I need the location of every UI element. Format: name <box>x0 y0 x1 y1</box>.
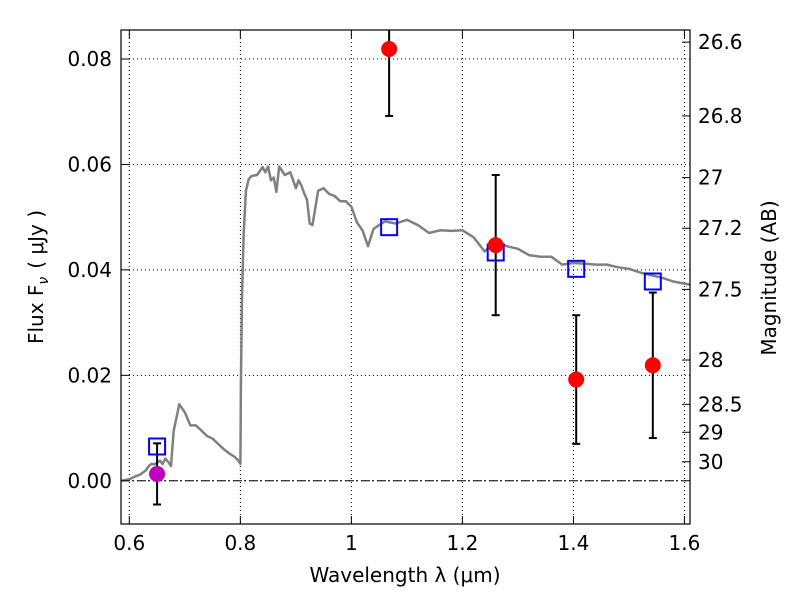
ticks <box>121 30 690 524</box>
x-axis-label: Wavelength λ (μm) <box>309 563 500 587</box>
x-tick-label: 1 <box>345 531 358 555</box>
y-tick-label: 0.00 <box>67 469 112 493</box>
y-axis-label-unit: ( μJy ) <box>24 210 48 269</box>
y-axis-label-main: Flux F <box>24 285 48 344</box>
sed-model-line <box>120 165 691 483</box>
y2-tick-label: 28.5 <box>698 392 743 416</box>
y2-axis-label: Magnitude (AB) <box>757 200 781 355</box>
x-tick-label: 1.6 <box>669 531 701 555</box>
y2-tick-label: 26.6 <box>698 30 743 54</box>
x-tick-label: 1.4 <box>558 531 590 555</box>
y2-tick-label: 27.2 <box>698 216 743 240</box>
y-tick-label: 0.06 <box>67 152 112 176</box>
y2-tick-labels: 26.6 26.8 27 27.2 27.5 28 28.5 29 30 <box>698 30 743 474</box>
y2-tick-label: 28 <box>698 348 723 372</box>
y-axis-label: Flux Fν ( μJy ) <box>24 210 52 344</box>
markers <box>148 40 662 482</box>
y2-tick-label: 27 <box>698 166 723 190</box>
observed-flux-point <box>568 371 585 388</box>
y-tick-label: 0.04 <box>67 258 112 282</box>
model-photometry-square <box>380 218 399 237</box>
x-tick-label: 0.6 <box>113 531 145 555</box>
y-axis-label-sub: ν <box>36 277 52 285</box>
y2-tick-label: 26.8 <box>698 104 743 128</box>
observed-flux-point <box>644 357 661 374</box>
y2-tick-label: 29 <box>698 420 723 444</box>
y-tick-label: 0.08 <box>67 47 112 71</box>
x-tick-labels: 0.6 0.8 1 1.2 1.4 1.6 <box>113 531 700 555</box>
observed-flux-point <box>381 40 398 57</box>
model-photometry-square <box>148 437 167 456</box>
model-photometry-square <box>567 259 586 278</box>
non-detection-point <box>149 465 166 482</box>
x-tick-label: 1.2 <box>446 531 478 555</box>
observed-flux-point <box>487 237 504 254</box>
plot-frame <box>120 29 691 525</box>
y-tick-label: 0.02 <box>67 363 112 387</box>
y-tick-labels: 0.00 0.02 0.04 0.06 0.08 <box>67 47 112 493</box>
model-photometry-square <box>643 272 662 291</box>
x-tick-label: 0.8 <box>224 531 256 555</box>
y2-tick-label: 27.5 <box>698 277 743 301</box>
y2-tick-label: 30 <box>698 450 723 474</box>
